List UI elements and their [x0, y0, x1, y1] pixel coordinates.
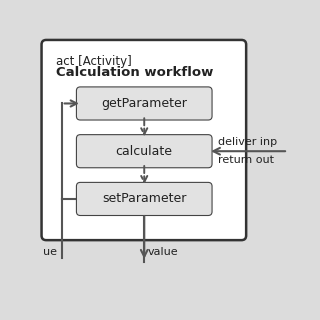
- FancyBboxPatch shape: [76, 135, 212, 168]
- Text: setParameter: setParameter: [102, 192, 187, 205]
- Text: calculate: calculate: [116, 145, 173, 158]
- Text: ue: ue: [43, 247, 57, 258]
- FancyBboxPatch shape: [76, 87, 212, 120]
- Text: return out: return out: [218, 155, 274, 165]
- Text: act [Activity]: act [Activity]: [55, 55, 131, 68]
- Text: deliver inp: deliver inp: [218, 137, 277, 147]
- Text: Calculation workflow: Calculation workflow: [55, 66, 213, 79]
- FancyBboxPatch shape: [76, 182, 212, 215]
- FancyBboxPatch shape: [42, 40, 246, 240]
- Text: value: value: [147, 247, 178, 258]
- Text: getParameter: getParameter: [101, 97, 187, 110]
